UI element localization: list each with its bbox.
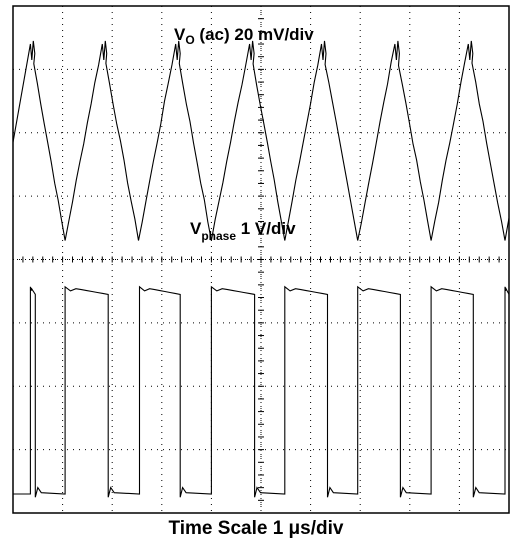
- graticule-grid: [13, 6, 509, 513]
- oscilloscope-chart: VO (ac) 20 mV/div Vphase 1 V/div: [12, 5, 510, 514]
- vo-trace-label: VO (ac) 20 mV/div: [174, 25, 314, 47]
- plot-border: [12, 5, 510, 514]
- vphase-switching-trace: [13, 285, 510, 498]
- vphase-trace-label: Vphase 1 V/div: [190, 219, 296, 243]
- waveform-traces: [12, 40, 510, 498]
- x-axis-label: Time Scale 1 μs/div: [168, 518, 344, 539]
- vo-ripple-trace: [12, 40, 510, 241]
